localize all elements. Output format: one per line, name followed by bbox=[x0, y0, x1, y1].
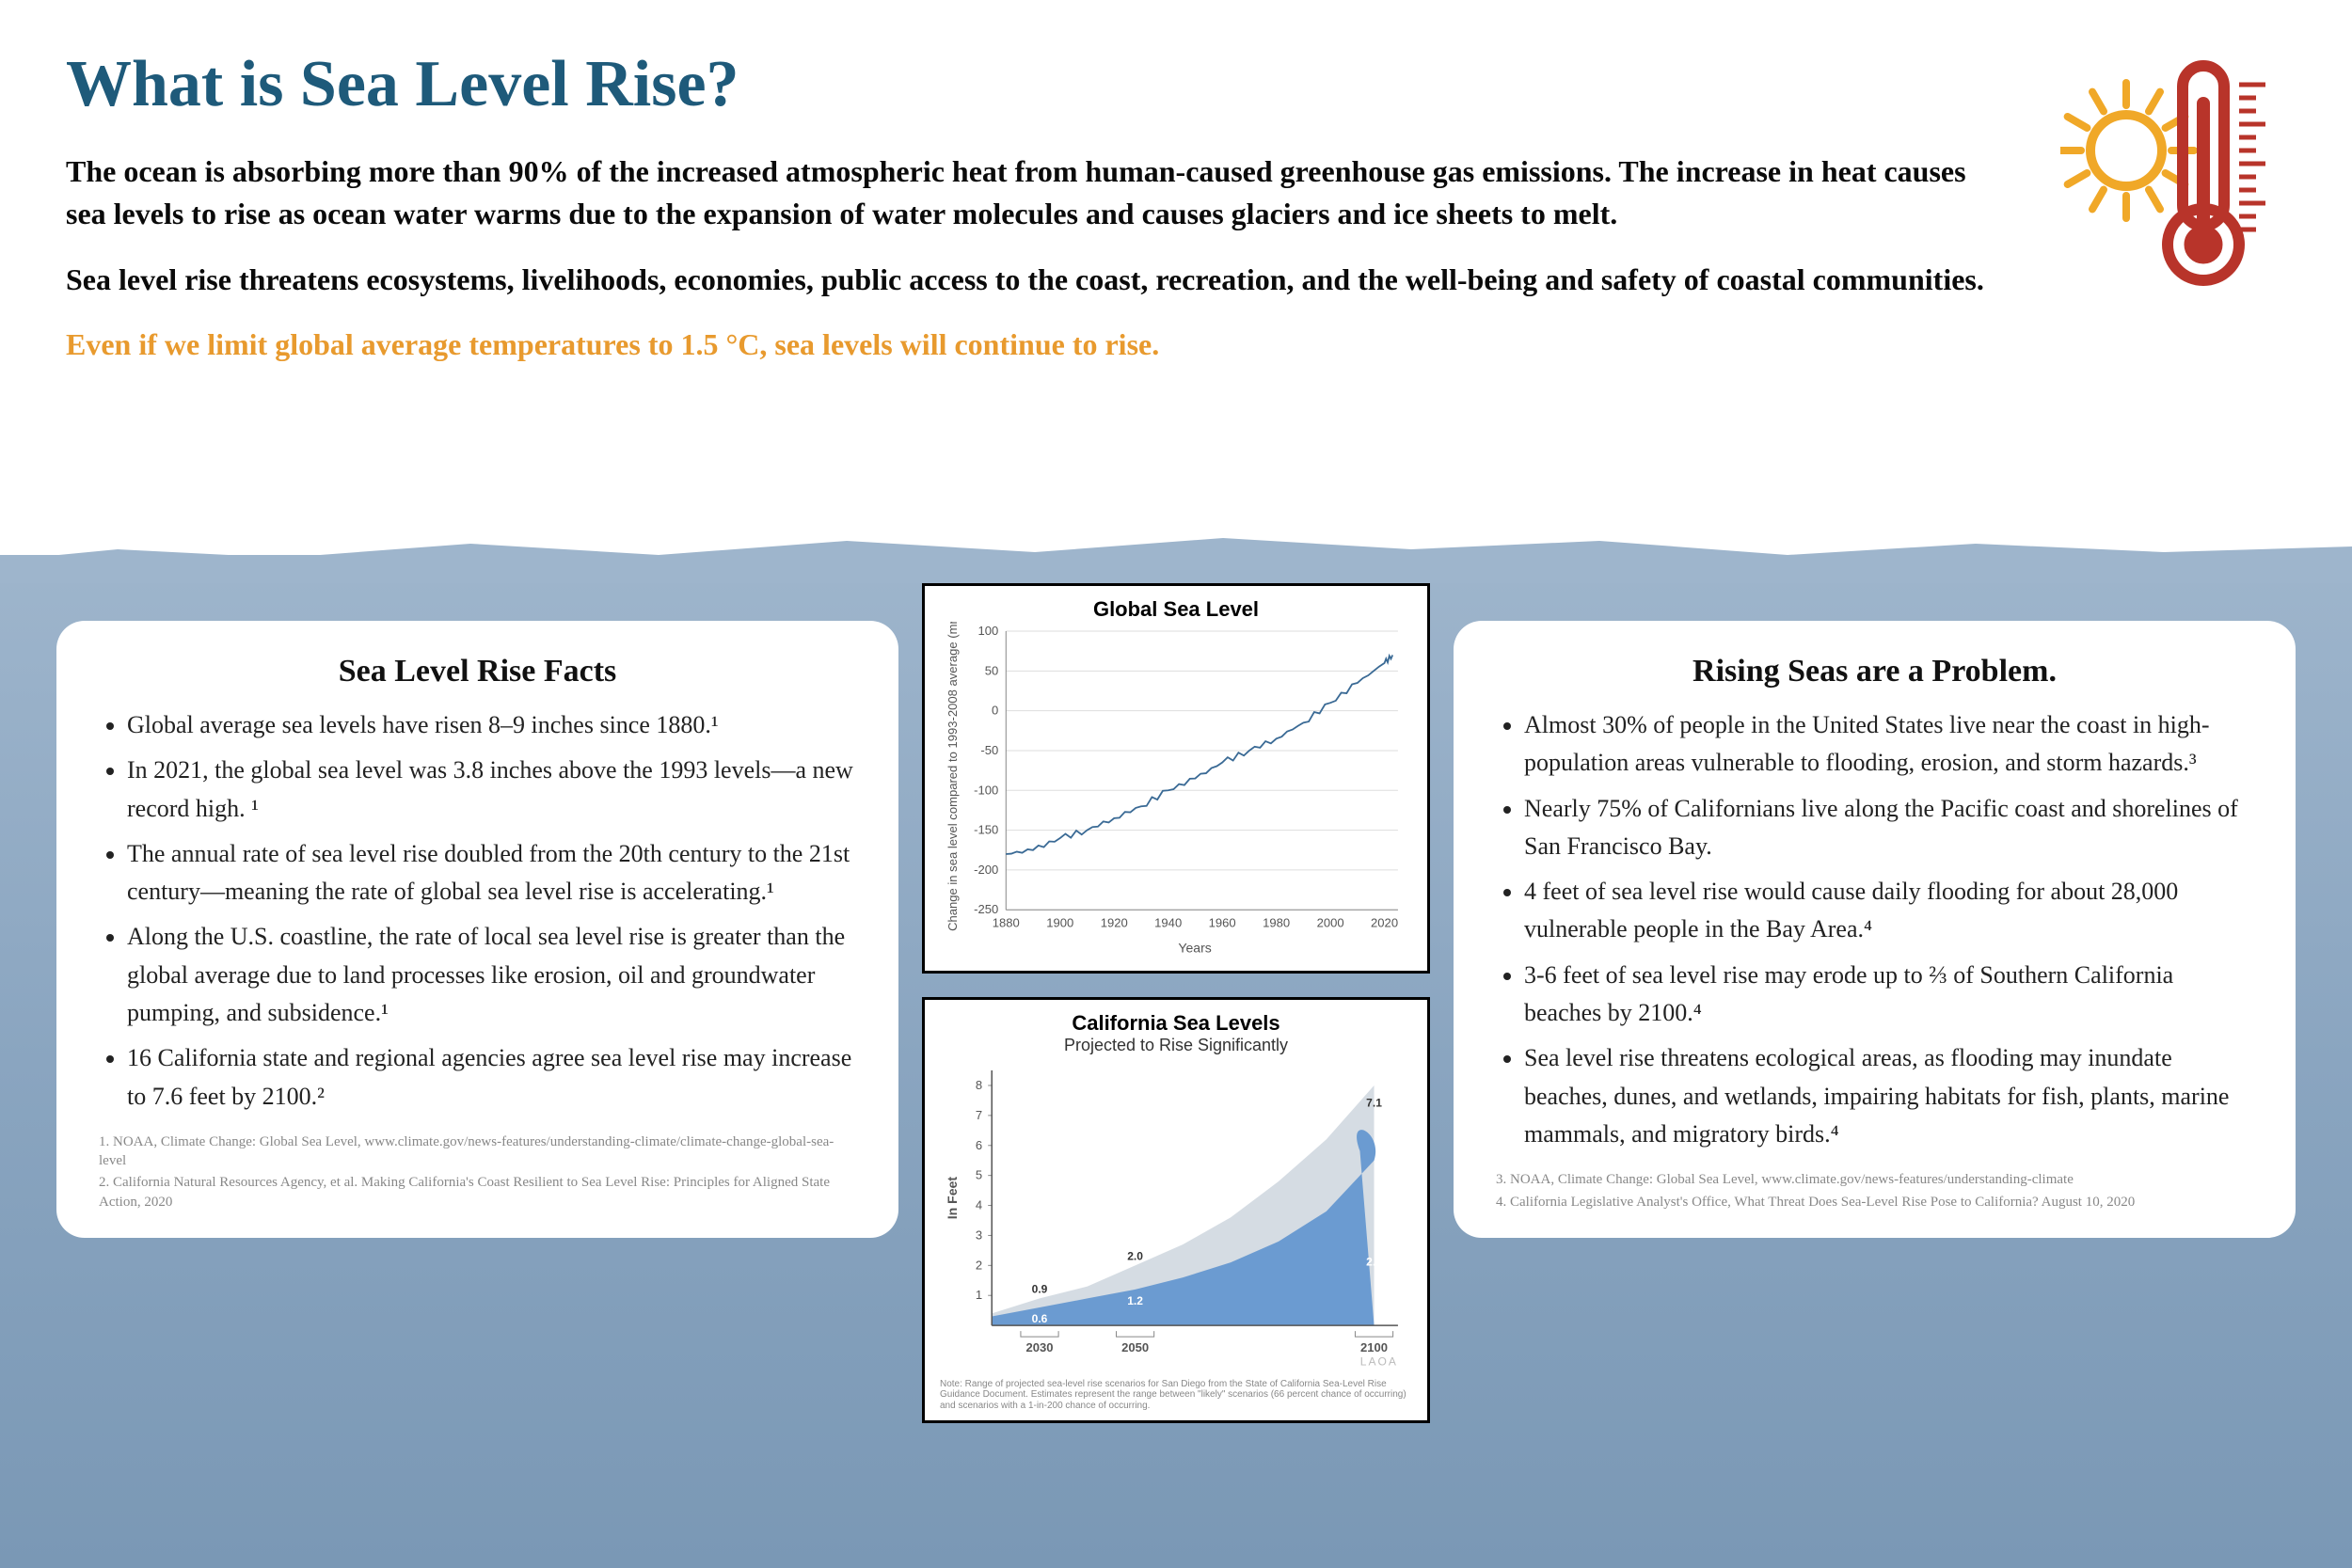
content-row: Sea Level Rise Facts Global average sea … bbox=[56, 621, 2296, 1423]
list-item: Almost 30% of people in the United State… bbox=[1524, 706, 2253, 783]
svg-text:1.2: 1.2 bbox=[1127, 1294, 1143, 1307]
chart2-note: Note: Range of projected sea-level rise … bbox=[940, 1379, 1412, 1412]
svg-text:5: 5 bbox=[976, 1168, 982, 1182]
thermometer-sun-icon bbox=[2060, 47, 2286, 292]
svg-text:1960: 1960 bbox=[1209, 915, 1236, 929]
problem-list: Almost 30% of people in the United State… bbox=[1496, 706, 2253, 1153]
highlight-statement: Even if we limit global average temperat… bbox=[66, 324, 2286, 366]
svg-text:-50: -50 bbox=[980, 743, 998, 757]
svg-text:2030: 2030 bbox=[1025, 1341, 1053, 1355]
svg-text:Change in sea level compared t: Change in sea level compared to 1993-200… bbox=[946, 622, 960, 931]
chart2-svg: 1 2 3 4 5 6 7 8 2030 2050 2100 0.6 0.9 1.2 2.0 2.5 7.1 In… bbox=[940, 1061, 1412, 1372]
footnote: 4. California Legislative Analyst's Offi… bbox=[1496, 1193, 2253, 1212]
svg-text:8: 8 bbox=[976, 1078, 982, 1092]
california-sea-level-chart: California Sea Levels Projected to Rise … bbox=[922, 997, 1430, 1423]
svg-text:2: 2 bbox=[976, 1259, 982, 1273]
footnote: 1. NOAA, Climate Change: Global Sea Leve… bbox=[99, 1132, 856, 1171]
svg-text:3: 3 bbox=[976, 1228, 982, 1243]
svg-text:50: 50 bbox=[985, 663, 999, 677]
svg-text:2020: 2020 bbox=[1371, 915, 1398, 929]
chart1-title: Global Sea Level bbox=[940, 597, 1412, 622]
svg-text:0: 0 bbox=[992, 704, 998, 718]
facts-list: Global average sea levels have risen 8–9… bbox=[99, 706, 856, 1116]
svg-text:2.0: 2.0 bbox=[1127, 1250, 1143, 1263]
svg-text:2100: 2100 bbox=[1360, 1341, 1388, 1355]
svg-text:7.1: 7.1 bbox=[1366, 1097, 1382, 1110]
problem-footnotes: 3. NOAA, Climate Change: Global Sea Leve… bbox=[1496, 1170, 2253, 1212]
list-item: Nearly 75% of Californians live along th… bbox=[1524, 790, 2253, 866]
problem-card-title: Rising Seas are a Problem. bbox=[1496, 654, 2253, 689]
chart1-svg: -250 -200 -150 -100 -50 0 50 100 1880 1900 1920 194… bbox=[940, 622, 1412, 961]
svg-text:Years: Years bbox=[1178, 940, 1211, 955]
intro-paragraph-2: Sea level rise threatens ecosystems, liv… bbox=[66, 259, 1994, 301]
svg-text:6: 6 bbox=[976, 1138, 982, 1152]
list-item: 16 California state and regional agencie… bbox=[127, 1039, 856, 1116]
svg-text:1920: 1920 bbox=[1101, 915, 1128, 929]
svg-text:In Feet: In Feet bbox=[945, 1177, 960, 1220]
list-item: The annual rate of sea level rise double… bbox=[127, 835, 856, 911]
page-title: What is Sea Level Rise? bbox=[66, 47, 2286, 122]
svg-text:2050: 2050 bbox=[1121, 1341, 1149, 1355]
chart2-title: California Sea Levels bbox=[940, 1011, 1412, 1036]
svg-text:-250: -250 bbox=[974, 902, 998, 916]
svg-text:-100: -100 bbox=[974, 783, 998, 797]
list-item: In 2021, the global sea level was 3.8 in… bbox=[127, 752, 856, 828]
footnote: 3. NOAA, Climate Change: Global Sea Leve… bbox=[1496, 1170, 2253, 1189]
list-item: 3-6 feet of sea level rise may erode up … bbox=[1524, 957, 2253, 1033]
list-item: Global average sea levels have risen 8–9… bbox=[127, 706, 856, 744]
intro-paragraph-1: The ocean is absorbing more than 90% of … bbox=[66, 150, 1994, 235]
svg-text:7: 7 bbox=[976, 1108, 982, 1122]
global-sea-level-chart: Global Sea Level -250 -200 -150 -100 -50 0 50 1… bbox=[922, 583, 1430, 974]
chart2-subtitle: Projected to Rise Significantly bbox=[940, 1036, 1412, 1055]
header: What is Sea Level Rise? The ocean is abs… bbox=[0, 0, 2352, 394]
facts-card-title: Sea Level Rise Facts bbox=[99, 654, 856, 689]
svg-text:-200: -200 bbox=[974, 863, 998, 877]
svg-text:1: 1 bbox=[976, 1289, 982, 1303]
svg-text:-150: -150 bbox=[974, 823, 998, 837]
facts-card: Sea Level Rise Facts Global average sea … bbox=[56, 621, 898, 1238]
list-item: Sea level rise threatens ecological area… bbox=[1524, 1039, 2253, 1153]
svg-text:1940: 1940 bbox=[1154, 915, 1182, 929]
svg-text:100: 100 bbox=[977, 624, 998, 638]
problem-card: Rising Seas are a Problem. Almost 30% of… bbox=[1454, 621, 2296, 1238]
list-item: Along the U.S. coastline, the rate of lo… bbox=[127, 918, 856, 1032]
svg-text:LAOA: LAOA bbox=[1360, 1355, 1398, 1369]
svg-text:2000: 2000 bbox=[1317, 915, 1344, 929]
svg-text:1980: 1980 bbox=[1263, 915, 1290, 929]
svg-text:4: 4 bbox=[976, 1198, 982, 1212]
svg-text:0.6: 0.6 bbox=[1032, 1312, 1048, 1325]
facts-footnotes: 1. NOAA, Climate Change: Global Sea Leve… bbox=[99, 1132, 856, 1212]
list-item: 4 feet of sea level rise would cause dai… bbox=[1524, 873, 2253, 949]
charts-column: Global Sea Level -250 -200 -150 -100 -50 0 50 1… bbox=[922, 583, 1430, 1423]
svg-text:2.5: 2.5 bbox=[1366, 1256, 1382, 1269]
svg-text:1900: 1900 bbox=[1046, 915, 1073, 929]
footnote: 2. California Natural Resources Agency, … bbox=[99, 1173, 856, 1212]
svg-text:1880: 1880 bbox=[993, 915, 1020, 929]
svg-text:0.9: 0.9 bbox=[1032, 1283, 1048, 1296]
